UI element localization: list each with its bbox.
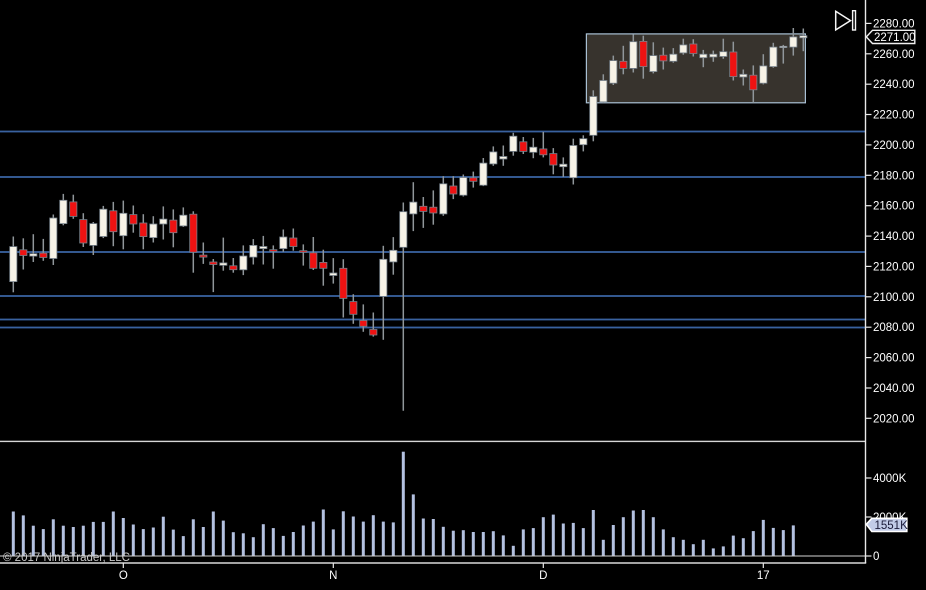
svg-text:1551K: 1551K <box>875 520 909 532</box>
svg-text:2120.00: 2120.00 <box>873 261 915 273</box>
svg-text:2220.00: 2220.00 <box>873 110 915 122</box>
svg-text:N: N <box>329 570 337 582</box>
svg-text:2271.00: 2271.00 <box>874 32 916 44</box>
svg-text:0: 0 <box>873 551 879 563</box>
svg-text:2280.00: 2280.00 <box>873 18 915 30</box>
svg-text:2080.00: 2080.00 <box>873 322 915 334</box>
svg-text:© 2017 NinjaTrader, LLC: © 2017 NinjaTrader, LLC <box>3 552 130 564</box>
svg-text:D: D <box>539 570 547 582</box>
svg-text:2240.00: 2240.00 <box>873 79 915 91</box>
svg-text:2160.00: 2160.00 <box>873 201 915 213</box>
svg-text:4000K: 4000K <box>873 473 907 485</box>
svg-text:2200.00: 2200.00 <box>873 140 915 152</box>
svg-text:2020.00: 2020.00 <box>873 413 915 425</box>
svg-text:2100.00: 2100.00 <box>873 292 915 304</box>
svg-text:O: O <box>119 570 128 582</box>
svg-text:17: 17 <box>757 570 770 582</box>
svg-text:2140.00: 2140.00 <box>873 231 915 243</box>
svg-text:2260.00: 2260.00 <box>873 49 915 61</box>
svg-text:2040.00: 2040.00 <box>873 383 915 395</box>
svg-text:2060.00: 2060.00 <box>873 353 915 365</box>
svg-text:2180.00: 2180.00 <box>873 170 915 182</box>
